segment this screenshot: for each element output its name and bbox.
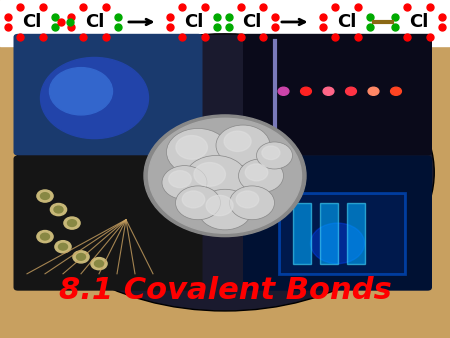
Ellipse shape [16,34,434,311]
Circle shape [76,254,86,260]
Bar [346,203,364,264]
Circle shape [216,125,270,166]
Circle shape [37,190,53,202]
Text: Cl: Cl [409,13,428,31]
Bar [292,203,310,264]
Circle shape [245,164,268,181]
Circle shape [391,87,401,95]
Circle shape [262,146,280,160]
Circle shape [91,258,107,270]
Text: Cl: Cl [85,13,104,31]
Bar [320,203,338,264]
Circle shape [224,131,251,151]
FancyBboxPatch shape [243,34,432,155]
Circle shape [68,220,76,226]
FancyBboxPatch shape [243,155,432,291]
Circle shape [368,87,379,95]
Circle shape [323,87,334,95]
Circle shape [230,186,274,220]
Circle shape [238,159,284,193]
Circle shape [148,118,302,233]
Circle shape [184,155,248,203]
Circle shape [206,195,233,216]
Text: Cl: Cl [22,13,41,31]
FancyBboxPatch shape [14,155,203,291]
Circle shape [169,171,191,188]
Circle shape [346,87,356,95]
Circle shape [176,136,207,159]
Text: 8.1 Covalent Bonds: 8.1 Covalent Bonds [58,276,392,305]
Circle shape [256,142,292,169]
Bar [0,0,450,46]
Text: Cl: Cl [242,13,262,31]
Circle shape [40,233,50,240]
Circle shape [55,241,71,253]
Circle shape [37,231,53,243]
Circle shape [94,260,104,267]
Circle shape [301,87,311,95]
Circle shape [40,57,148,139]
Text: Cl: Cl [184,13,203,31]
Circle shape [236,191,259,208]
Circle shape [54,206,63,213]
Bar [279,193,405,274]
Circle shape [310,223,365,264]
Circle shape [40,193,50,199]
Circle shape [278,87,289,95]
Circle shape [162,166,207,199]
Circle shape [166,128,230,176]
Circle shape [182,191,205,208]
Circle shape [73,251,89,263]
FancyBboxPatch shape [14,34,203,155]
Circle shape [50,68,112,115]
Circle shape [58,243,68,250]
Circle shape [176,186,220,220]
Circle shape [198,189,252,230]
Circle shape [194,163,225,186]
Circle shape [64,217,80,229]
Circle shape [144,115,306,237]
Text: Cl: Cl [337,13,356,31]
Circle shape [50,203,67,216]
